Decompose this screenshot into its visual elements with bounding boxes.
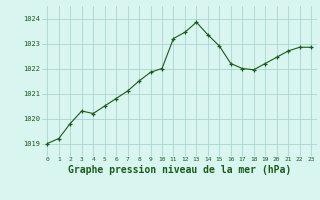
X-axis label: Graphe pression niveau de la mer (hPa): Graphe pression niveau de la mer (hPa) — [68, 165, 291, 175]
